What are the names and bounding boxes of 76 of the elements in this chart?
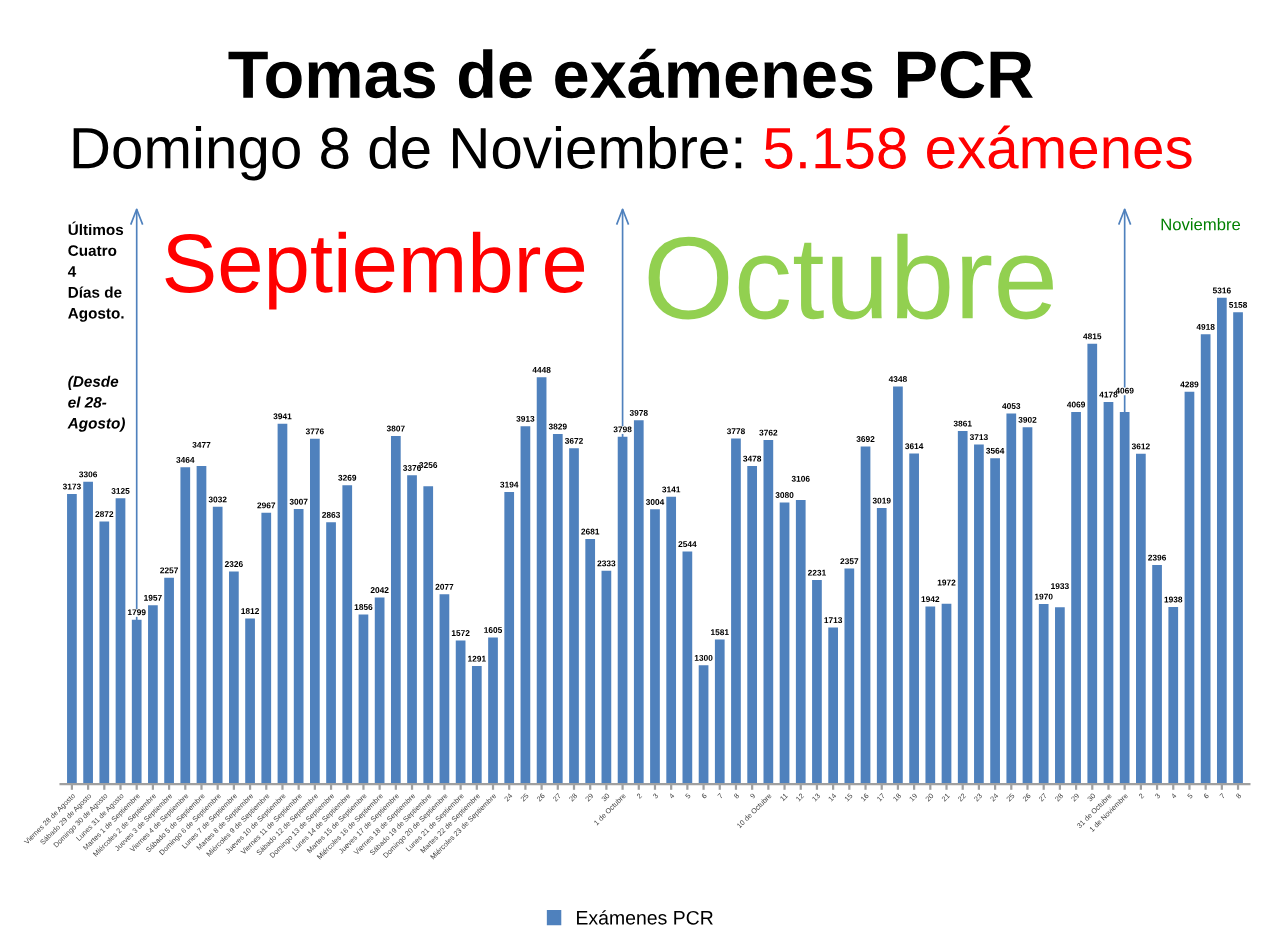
bar	[1233, 312, 1243, 785]
bar	[714, 639, 725, 785]
bar	[310, 438, 320, 785]
bar	[1152, 565, 1162, 785]
bar	[504, 491, 515, 785]
bar	[536, 377, 547, 785]
bar	[261, 512, 272, 785]
bar	[439, 594, 450, 785]
bar	[196, 466, 207, 785]
bar	[164, 577, 174, 785]
bar	[569, 448, 579, 785]
bar	[390, 435, 401, 785]
bar	[682, 551, 693, 785]
bar	[650, 509, 660, 785]
bar	[552, 433, 563, 785]
bar	[293, 509, 304, 785]
bar	[358, 614, 369, 785]
annotation: Septiembre	[165, 231, 585, 310]
bar	[488, 637, 498, 785]
bar	[1216, 297, 1227, 785]
bar	[925, 606, 936, 785]
chart-title: Tomas de exámenes PCR	[228, 48, 1033, 99]
bar	[990, 458, 1000, 785]
bar	[585, 538, 596, 785]
bar	[407, 475, 417, 785]
bar	[893, 386, 903, 785]
bar	[957, 430, 968, 785]
bar	[99, 521, 110, 785]
text: Noviembre	[1161, 218, 1241, 231]
bar	[1136, 453, 1146, 785]
bar	[812, 580, 822, 785]
bar	[909, 453, 919, 785]
chart-subtitle: Domingo 8 de Noviembre: 5.158 exámenes	[73, 125, 1192, 181]
bar	[1055, 607, 1065, 785]
bar	[1022, 427, 1033, 785]
bar	[1087, 343, 1098, 785]
bar	[374, 597, 385, 785]
bar	[83, 481, 93, 785]
bar	[763, 440, 774, 785]
bar	[212, 506, 223, 785]
bar	[601, 570, 612, 785]
bar	[520, 426, 531, 785]
bar	[277, 423, 288, 785]
bar	[67, 493, 77, 785]
bar	[1006, 413, 1017, 785]
bar	[747, 466, 758, 785]
bar	[471, 666, 482, 785]
bar	[795, 500, 806, 785]
bar	[731, 438, 741, 785]
bar	[342, 485, 353, 785]
bar	[1200, 334, 1211, 785]
bar	[1103, 401, 1114, 785]
bar	[876, 508, 887, 785]
bar	[1071, 411, 1081, 785]
bar	[779, 502, 790, 785]
bar	[455, 640, 466, 785]
bar	[229, 571, 239, 785]
annotation: Octubre	[648, 233, 1053, 320]
bar	[1038, 603, 1049, 785]
bar	[1168, 606, 1179, 785]
bar	[860, 446, 871, 785]
legend-label: Exámenes PCR	[577, 910, 713, 925]
bar	[423, 486, 434, 785]
bar	[698, 665, 709, 785]
bar	[633, 420, 644, 785]
bar	[326, 522, 336, 785]
bar	[245, 618, 255, 785]
bar	[115, 498, 126, 785]
bar	[666, 496, 677, 785]
bar	[941, 603, 952, 785]
bar	[148, 605, 158, 785]
bar	[844, 568, 855, 785]
bar	[828, 627, 838, 785]
bar	[974, 444, 984, 785]
bar	[1184, 391, 1195, 785]
bar	[180, 467, 191, 785]
